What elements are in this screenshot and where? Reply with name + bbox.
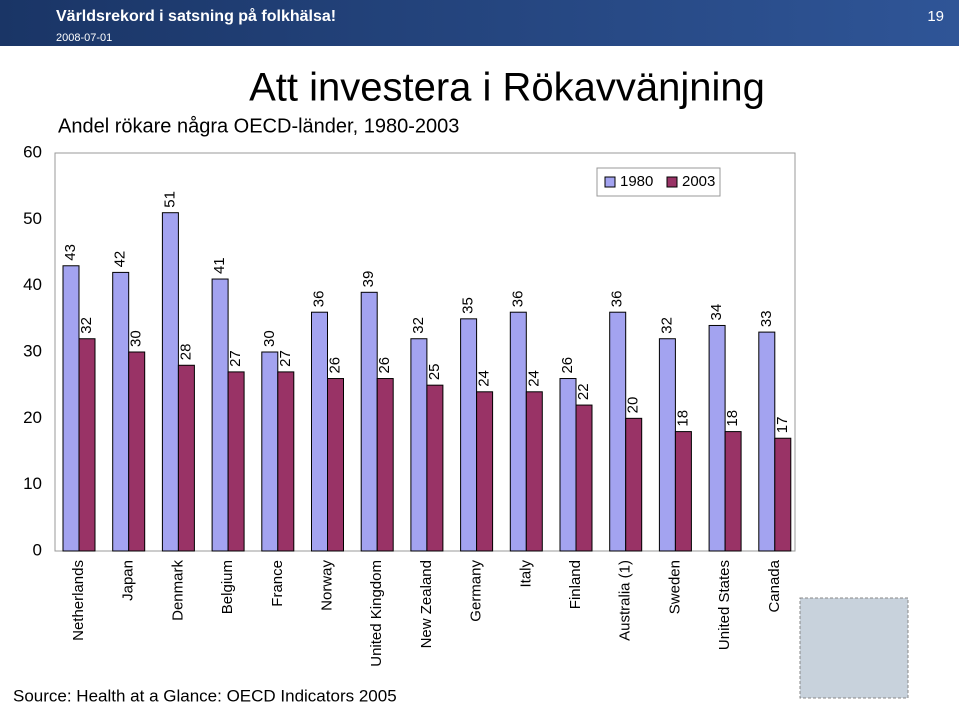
- y-tick-label: 40: [23, 275, 42, 294]
- bar: [525, 391, 543, 552]
- legend-label: 2003: [682, 173, 715, 190]
- y-tick-label: 10: [23, 474, 42, 493]
- bar: [376, 378, 394, 552]
- bar: [724, 431, 742, 552]
- y-tick-label: 60: [23, 142, 42, 161]
- x-tick-label: Netherlands: [70, 560, 87, 641]
- x-tick-label: Canada: [766, 559, 783, 612]
- value-label: 35: [460, 297, 477, 314]
- value-label: 32: [78, 317, 95, 334]
- value-label: 32: [658, 317, 675, 334]
- value-label: 30: [128, 330, 145, 347]
- source: Source: Health at a Glance: OECD Indicat…: [13, 686, 397, 705]
- value-label: 34: [708, 304, 725, 321]
- value-label: 51: [161, 191, 178, 208]
- value-label: 22: [575, 383, 592, 400]
- bar: [460, 318, 478, 552]
- bar: [112, 271, 130, 552]
- value-label: 27: [227, 350, 244, 367]
- value-label: 25: [426, 363, 443, 380]
- bar: [559, 378, 577, 552]
- bar: [658, 338, 676, 552]
- header-bar: [0, 0, 959, 46]
- chart-subtitle: Andel rökare några OECD-länder, 1980-200…: [58, 115, 459, 137]
- x-tick-label: Finland: [567, 560, 584, 609]
- bar: [277, 371, 295, 552]
- stamp-image: [799, 597, 909, 699]
- value-label: 18: [724, 410, 741, 427]
- x-tick-label: Denmark: [169, 560, 186, 621]
- value-label: 36: [509, 291, 526, 308]
- bar: [410, 338, 428, 552]
- value-label: 24: [476, 370, 493, 387]
- value-label: 36: [609, 291, 626, 308]
- x-tick-label: New Zealand: [418, 560, 435, 648]
- bar: [261, 351, 279, 552]
- x-tick-label: Norway: [318, 560, 335, 611]
- value-label: 42: [112, 251, 129, 268]
- x-tick-label: Italy: [517, 560, 534, 588]
- bar: [360, 291, 378, 552]
- value-label: 24: [525, 370, 542, 387]
- page-number: 19: [927, 8, 944, 25]
- value-label: 27: [277, 350, 294, 367]
- value-label: 26: [559, 357, 576, 374]
- value-label: 39: [360, 271, 377, 288]
- x-tick-label: United States: [716, 560, 733, 650]
- header-date: 2008-07-01: [56, 32, 112, 44]
- value-label: 26: [376, 357, 393, 374]
- y-tick-label: 0: [33, 540, 42, 559]
- bar: [78, 338, 96, 552]
- legend-box: [596, 167, 721, 197]
- x-tick-label: Belgium: [219, 560, 236, 614]
- value-label: 32: [410, 317, 427, 334]
- x-tick-label: Australia (1): [617, 560, 634, 641]
- bar: [62, 265, 80, 552]
- bar: [311, 311, 328, 552]
- bar: [609, 311, 627, 552]
- bar: [177, 364, 195, 552]
- value-label: 33: [758, 310, 775, 327]
- bar: [327, 378, 344, 552]
- x-tick-label: Germany: [468, 560, 485, 622]
- y-tick-label: 50: [23, 209, 42, 228]
- chart-title: Att investera i Rökavvänjning: [249, 66, 765, 110]
- bar: [625, 417, 643, 552]
- x-tick-label: France: [269, 560, 286, 607]
- bar: [476, 391, 494, 552]
- y-tick-label: 30: [23, 341, 42, 360]
- value-label: 43: [62, 244, 79, 261]
- y-tick-label: 20: [23, 408, 42, 427]
- value-label: 28: [177, 344, 194, 361]
- bar: [128, 351, 146, 552]
- value-label: 26: [326, 357, 343, 374]
- bar: [774, 437, 792, 552]
- value-label: 30: [261, 330, 278, 347]
- legend-swatch: [604, 176, 616, 188]
- legend-label: 1980: [620, 173, 653, 190]
- legend-swatch: [666, 176, 678, 188]
- bar: [708, 324, 726, 552]
- value-label: 17: [774, 417, 791, 434]
- bar: [674, 431, 692, 552]
- bar: [758, 331, 776, 552]
- value-label: 36: [310, 291, 327, 308]
- x-tick-label: Japan: [120, 560, 137, 601]
- x-tick-label: Sweden: [666, 560, 683, 614]
- x-tick-label: United Kingdom: [368, 560, 385, 667]
- bar: [211, 278, 229, 552]
- bar: [575, 404, 593, 552]
- bar: [227, 371, 245, 552]
- value-label: 20: [625, 397, 642, 414]
- value-label: 41: [211, 257, 228, 274]
- header-title: Världsrekord i satsning på folkhälsa!: [56, 7, 336, 25]
- bar: [161, 212, 179, 552]
- bar: [426, 384, 444, 552]
- value-label: 18: [674, 410, 691, 427]
- bar: [509, 311, 527, 552]
